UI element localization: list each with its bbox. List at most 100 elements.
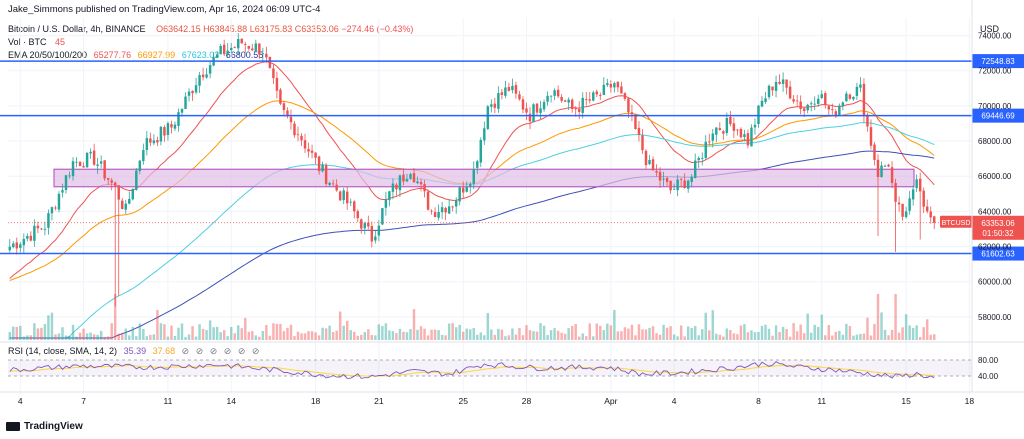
- candle-body[interactable]: [862, 83, 866, 117]
- candle-body[interactable]: [103, 160, 106, 179]
- candle-body[interactable]: [813, 103, 816, 105]
- candle-body[interactable]: [933, 216, 936, 223]
- candle-body[interactable]: [194, 85, 198, 93]
- candle-body[interactable]: [486, 106, 490, 129]
- candle-body[interactable]: [630, 112, 634, 115]
- candle-body[interactable]: [451, 206, 454, 208]
- candle-body[interactable]: [237, 39, 240, 49]
- candle-body[interactable]: [145, 138, 149, 151]
- candle-body[interactable]: [479, 139, 483, 163]
- candle-body[interactable]: [272, 68, 275, 79]
- candle-body[interactable]: [113, 182, 117, 186]
- candle-body[interactable]: [173, 124, 177, 129]
- candle-body[interactable]: [799, 101, 802, 109]
- candle-body[interactable]: [859, 84, 862, 88]
- candle-body[interactable]: [381, 208, 384, 225]
- candle-body[interactable]: [655, 171, 658, 173]
- candle-body[interactable]: [124, 203, 127, 210]
- candle-body[interactable]: [570, 99, 574, 109]
- candle-body[interactable]: [187, 91, 191, 96]
- candle-body[interactable]: [693, 160, 697, 179]
- candle-body[interactable]: [852, 96, 855, 100]
- candle-body[interactable]: [268, 56, 272, 68]
- rsi-legend[interactable]: RSI (14, close, SMA, 14, 2) 35.39 37.68 …: [8, 346, 261, 357]
- candle-body[interactable]: [525, 108, 528, 113]
- candle-body[interactable]: [198, 75, 201, 86]
- candle-body[interactable]: [599, 95, 602, 97]
- candle-body[interactable]: [40, 228, 43, 230]
- candle-body[interactable]: [135, 170, 138, 190]
- candle-body[interactable]: [440, 207, 444, 213]
- candle-body[interactable]: [226, 50, 229, 55]
- candle-body[interactable]: [208, 65, 212, 74]
- candle-body[interactable]: [908, 198, 911, 211]
- candle-body[interactable]: [275, 77, 279, 91]
- candle-body[interactable]: [384, 199, 388, 208]
- candle-body[interactable]: [511, 85, 514, 91]
- candle-body[interactable]: [809, 103, 813, 105]
- candle-body[interactable]: [177, 112, 180, 126]
- candle-body[interactable]: [553, 90, 556, 96]
- candle-body[interactable]: [331, 183, 335, 185]
- candle-body[interactable]: [279, 89, 282, 104]
- candle-body[interactable]: [437, 211, 440, 218]
- candle-body[interactable]: [722, 131, 725, 134]
- candle-body[interactable]: [577, 108, 581, 112]
- candle-body[interactable]: [644, 150, 648, 166]
- candle-body[interactable]: [683, 180, 686, 189]
- candle-body[interactable]: [873, 144, 876, 160]
- candle-body[interactable]: [497, 93, 500, 109]
- candle-body[interactable]: [215, 54, 219, 58]
- candle-body[interactable]: [866, 114, 869, 127]
- candle-body[interactable]: [750, 127, 753, 147]
- candle-body[interactable]: [507, 86, 511, 91]
- candle-body[interactable]: [423, 184, 426, 192]
- candle-body[interactable]: [686, 180, 690, 189]
- candle-body[interactable]: [876, 159, 880, 177]
- candle-body[interactable]: [170, 124, 173, 128]
- candle-body[interactable]: [29, 235, 33, 241]
- candle-body[interactable]: [708, 141, 711, 143]
- candle-body[interactable]: [180, 108, 184, 113]
- candle-body[interactable]: [377, 225, 381, 236]
- candle-body[interactable]: [827, 106, 831, 110]
- candle-body[interactable]: [374, 236, 377, 241]
- ema20-line[interactable]: [9, 61, 935, 279]
- candle-body[interactable]: [75, 161, 78, 163]
- candle-body[interactable]: [883, 165, 887, 167]
- candle-body[interactable]: [409, 174, 412, 179]
- candle-body[interactable]: [897, 202, 901, 205]
- candle-body[interactable]: [802, 108, 806, 111]
- candle-body[interactable]: [321, 164, 324, 172]
- candle-body[interactable]: [367, 222, 370, 227]
- candle-body[interactable]: [549, 95, 553, 97]
- candle-body[interactable]: [911, 189, 915, 200]
- candle-body[interactable]: [15, 242, 19, 249]
- candle-body[interactable]: [82, 166, 85, 168]
- candle-body[interactable]: [767, 85, 771, 98]
- candle-body[interactable]: [483, 128, 486, 141]
- candle-body[interactable]: [641, 135, 644, 151]
- candle-body[interactable]: [307, 149, 310, 152]
- candle-body[interactable]: [560, 96, 563, 101]
- candle-body[interactable]: [616, 81, 620, 88]
- candle-body[interactable]: [869, 127, 873, 146]
- candle-body[interactable]: [391, 183, 395, 192]
- candle-body[interactable]: [349, 201, 352, 203]
- candle-body[interactable]: [778, 81, 781, 84]
- candle-body[interactable]: [166, 123, 170, 136]
- candle-body[interactable]: [229, 47, 233, 51]
- candle-body[interactable]: [138, 160, 142, 172]
- rsi-line[interactable]: [9, 361, 935, 379]
- candle-body[interactable]: [149, 138, 152, 143]
- candle-body[interactable]: [317, 156, 321, 172]
- candle-body[interactable]: [419, 182, 423, 185]
- candle-body[interactable]: [251, 48, 254, 51]
- support-resistance-zone[interactable]: [53, 168, 915, 188]
- candle-body[interactable]: [831, 109, 834, 111]
- candle-body[interactable]: [514, 85, 518, 94]
- candle-body[interactable]: [282, 103, 286, 111]
- candle-body[interactable]: [254, 43, 258, 51]
- candle-body[interactable]: [405, 179, 409, 182]
- candle-body[interactable]: [606, 83, 609, 86]
